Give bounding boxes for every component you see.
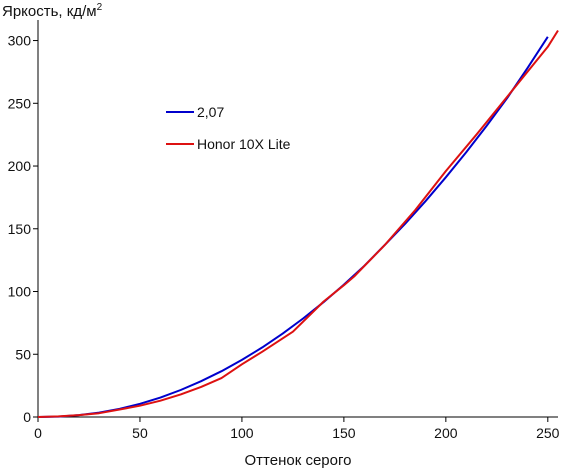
- x-tick-label: 200: [434, 425, 458, 441]
- y-tick-label: 100: [8, 284, 32, 300]
- legend-label-1: 2,07: [197, 104, 224, 120]
- y-axis-label-base: Яркость, кд/м: [2, 3, 97, 20]
- y-axis-label: Яркость, кд/м2: [2, 2, 103, 20]
- x-axis-ticks: 0 50 100 150 200 250: [34, 417, 560, 441]
- x-tick-label: 250: [536, 425, 560, 441]
- series-group: [37, 29, 559, 418]
- y-axis-label-sup: 2: [97, 2, 103, 13]
- x-tick-label: 100: [230, 425, 254, 441]
- x-tick-label: 50: [132, 425, 148, 441]
- legend: 2,07 Honor 10X Lite: [166, 104, 291, 152]
- x-axis-label: Оттенок серого: [245, 452, 352, 469]
- series-line-2: [37, 29, 559, 418]
- x-tick-label: 0: [34, 425, 42, 441]
- y-axis-ticks: 0 50 100 150 200 250 300: [8, 33, 38, 425]
- series-line-1: [37, 36, 549, 418]
- y-tick-label: 200: [8, 158, 32, 174]
- legend-label-2: Honor 10X Lite: [197, 136, 291, 152]
- x-tick-label: 150: [332, 425, 356, 441]
- y-tick-label: 50: [15, 346, 31, 362]
- y-tick-label: 0: [23, 409, 31, 425]
- y-tick-label: 150: [8, 221, 32, 237]
- y-tick-label: 250: [8, 95, 32, 111]
- y-tick-label: 300: [8, 33, 32, 49]
